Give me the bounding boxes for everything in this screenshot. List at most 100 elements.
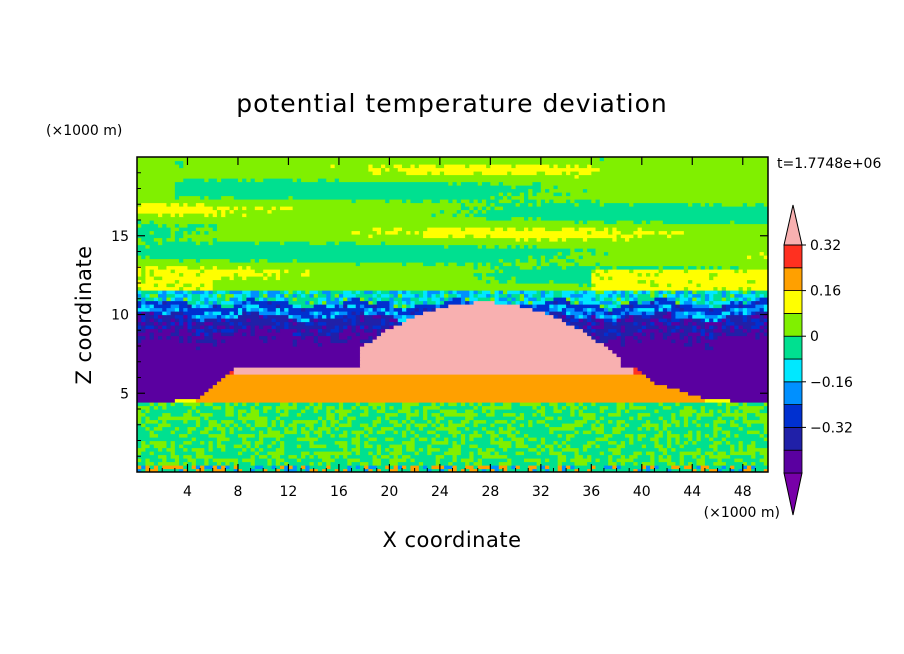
field-cell — [616, 332, 622, 337]
field-cell — [700, 318, 706, 323]
field-cell — [338, 416, 344, 421]
field-cell — [755, 335, 761, 340]
field-cell — [288, 269, 306, 274]
field-cell — [688, 269, 735, 274]
field-cell — [734, 409, 740, 414]
field-cell — [242, 332, 247, 337]
field-cell — [364, 342, 605, 347]
field-cell — [317, 416, 323, 421]
field-cell — [662, 405, 672, 410]
field-cell — [540, 405, 546, 410]
field-cell — [532, 304, 538, 309]
field-cell — [137, 377, 222, 382]
field-cell — [322, 311, 332, 316]
field-cell — [233, 272, 239, 277]
field-cell — [528, 444, 538, 449]
field-cell — [582, 248, 588, 253]
field-cell — [570, 171, 580, 176]
field-cell — [444, 171, 475, 176]
field-cell — [301, 332, 315, 337]
field-cell — [347, 314, 357, 319]
field-cell — [658, 402, 664, 407]
field-cell — [612, 454, 622, 459]
field-cell — [250, 409, 260, 414]
field-cell — [763, 433, 768, 438]
field-cell — [414, 447, 420, 452]
field-cell — [528, 419, 534, 424]
field-cell — [692, 461, 698, 466]
field-cell — [738, 409, 744, 414]
field-cell — [330, 430, 344, 435]
field-cell — [216, 342, 294, 347]
field-cell — [490, 195, 496, 200]
field-cell — [662, 444, 668, 449]
field-cell — [296, 454, 302, 459]
field-cell — [557, 416, 563, 421]
field-cell — [460, 402, 466, 407]
field-cell — [368, 405, 374, 410]
field-cell — [153, 321, 159, 326]
field-cell — [431, 307, 437, 312]
field-cell — [191, 325, 201, 330]
field-cell — [216, 223, 768, 228]
field-cell — [166, 237, 176, 242]
field-cell — [237, 178, 243, 183]
field-cell — [183, 286, 197, 291]
field-cell — [637, 321, 643, 326]
field-cell — [351, 451, 357, 456]
field-cell — [179, 195, 201, 200]
field-cell — [717, 318, 723, 323]
field-cell — [700, 328, 706, 333]
field-cell — [679, 335, 685, 340]
field-cell — [355, 318, 361, 323]
field-cell — [599, 409, 605, 414]
field-cell — [620, 465, 643, 470]
field-cell — [557, 444, 563, 449]
field-cell — [195, 258, 201, 263]
field-cell — [183, 461, 189, 466]
field-cell — [591, 297, 597, 302]
field-cell — [633, 314, 643, 319]
field-cell — [692, 328, 698, 333]
field-cell — [280, 416, 319, 421]
field-cell — [679, 325, 693, 330]
field-cell — [599, 304, 605, 309]
field-cell — [448, 293, 458, 298]
field-cell — [258, 335, 268, 340]
field-cell — [587, 307, 592, 312]
field-cell — [490, 181, 500, 186]
field-cell — [187, 314, 193, 319]
field-cell — [667, 328, 672, 333]
field-cell — [528, 300, 534, 305]
field-cell — [313, 430, 323, 435]
field-cell — [174, 293, 184, 298]
field-cell — [191, 454, 197, 459]
field-cell — [763, 430, 768, 435]
field-cell — [195, 426, 205, 431]
field-cell — [191, 328, 197, 333]
field-cell — [696, 437, 702, 442]
field-cell — [524, 437, 529, 442]
field-cell — [275, 419, 281, 424]
field-cell — [317, 433, 323, 438]
field-cell — [246, 409, 252, 414]
field-cell — [755, 451, 761, 456]
field-cell — [456, 262, 466, 267]
field-cell — [267, 314, 290, 319]
field-cell — [481, 447, 487, 452]
field-cell — [372, 290, 378, 295]
field-cell — [183, 412, 193, 417]
field-cell — [725, 293, 731, 298]
field-cell — [246, 304, 260, 309]
field-cell — [587, 290, 597, 295]
field-cell — [553, 447, 563, 452]
field-cell — [296, 405, 306, 410]
field-cell — [141, 318, 147, 323]
field-cell — [317, 293, 327, 298]
field-cell — [591, 426, 605, 431]
field-cell — [137, 206, 214, 211]
field-cell — [557, 433, 563, 438]
field-cell — [187, 461, 193, 466]
field-cell — [633, 335, 639, 340]
field-cell — [507, 171, 512, 176]
